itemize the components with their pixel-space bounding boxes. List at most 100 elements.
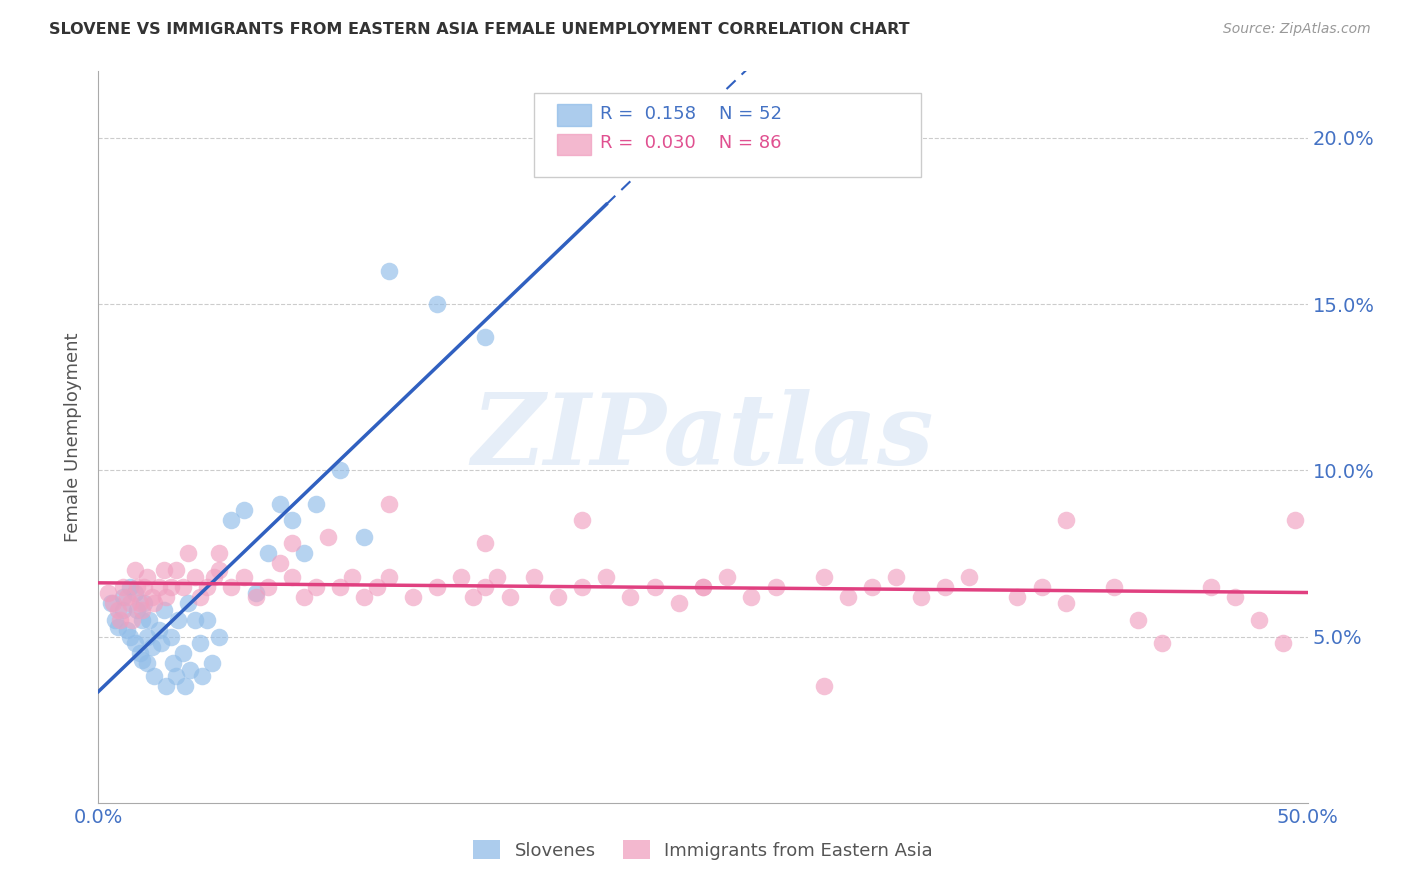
Point: [1054, 513, 1077, 527]
Point: [141, 590, 163, 604]
Text: ZIPatlas: ZIPatlas: [472, 389, 934, 485]
Point: [131, 613, 153, 627]
Point: [160, 580, 183, 594]
Point: [281, 536, 304, 550]
Point: [107, 619, 129, 633]
Text: Source: ZipAtlas.com: Source: ZipAtlas.com: [1223, 22, 1371, 37]
Point: [305, 580, 328, 594]
Point: [191, 669, 214, 683]
Point: [377, 570, 399, 584]
Point: [135, 570, 157, 584]
Point: [121, 613, 143, 627]
Point: [124, 636, 146, 650]
Point: [305, 497, 328, 511]
Point: [558, 147, 581, 161]
Point: [204, 570, 226, 584]
Point: [221, 580, 243, 594]
Point: [256, 580, 278, 594]
Point: [765, 580, 787, 594]
Point: [910, 590, 932, 604]
Point: [184, 570, 207, 584]
Point: [813, 570, 835, 584]
Legend: Slovenes, Immigrants from Eastern Asia: Slovenes, Immigrants from Eastern Asia: [472, 840, 934, 860]
Point: [124, 586, 146, 600]
Point: [127, 580, 149, 594]
Point: [118, 630, 141, 644]
Point: [377, 264, 399, 278]
Point: [292, 590, 315, 604]
Text: R =  0.030    N = 86: R = 0.030 N = 86: [600, 134, 782, 152]
Point: [1007, 590, 1029, 604]
Point: [281, 570, 304, 584]
Point: [97, 586, 120, 600]
Point: [111, 590, 134, 604]
Point: [886, 570, 908, 584]
Point: [141, 640, 163, 654]
Point: [957, 570, 980, 584]
Point: [342, 570, 364, 584]
Point: [117, 590, 139, 604]
Point: [353, 530, 375, 544]
Point: [174, 680, 197, 694]
Point: [329, 580, 352, 594]
Point: [245, 586, 267, 600]
Point: [107, 603, 129, 617]
Point: [143, 596, 166, 610]
Point: [152, 563, 174, 577]
Point: [329, 463, 352, 477]
Point: [221, 513, 243, 527]
Point: [1102, 580, 1125, 594]
Point: [135, 630, 157, 644]
Point: [111, 603, 134, 617]
Point: [692, 580, 714, 594]
Text: R =  0.158    N = 52: R = 0.158 N = 52: [600, 104, 782, 123]
Point: [177, 596, 200, 610]
Point: [619, 590, 641, 604]
Point: [172, 646, 194, 660]
Point: [1152, 636, 1174, 650]
Point: [134, 596, 156, 610]
Point: [155, 680, 177, 694]
Point: [740, 590, 762, 604]
Point: [162, 656, 184, 670]
Bar: [557, 104, 591, 126]
Point: [124, 563, 146, 577]
Point: [208, 563, 231, 577]
Point: [232, 570, 254, 584]
Point: [165, 563, 187, 577]
Point: [1199, 580, 1222, 594]
Point: [172, 580, 194, 594]
Point: [860, 580, 883, 594]
Point: [135, 656, 157, 670]
Point: [128, 596, 150, 610]
Point: [165, 669, 187, 683]
Point: [1054, 596, 1077, 610]
Point: [208, 546, 231, 560]
Point: [117, 623, 139, 637]
Point: [377, 497, 399, 511]
Point: [547, 590, 569, 604]
Point: [644, 580, 666, 594]
Point: [426, 297, 449, 311]
FancyBboxPatch shape: [534, 93, 921, 178]
Point: [1031, 580, 1053, 594]
Point: [232, 503, 254, 517]
Y-axis label: Female Unemployment: Female Unemployment: [65, 333, 83, 541]
Point: [148, 623, 170, 637]
Point: [148, 580, 170, 594]
Point: [108, 613, 131, 627]
Point: [934, 580, 956, 594]
Point: [1223, 590, 1246, 604]
Point: [256, 546, 278, 560]
Point: [138, 613, 160, 627]
Point: [111, 580, 134, 594]
Point: [184, 613, 207, 627]
Point: [837, 590, 859, 604]
Point: [450, 570, 472, 584]
Point: [150, 636, 173, 650]
Point: [208, 630, 231, 644]
Point: [188, 590, 211, 604]
Bar: [557, 134, 591, 155]
Point: [152, 603, 174, 617]
Point: [1249, 613, 1271, 627]
